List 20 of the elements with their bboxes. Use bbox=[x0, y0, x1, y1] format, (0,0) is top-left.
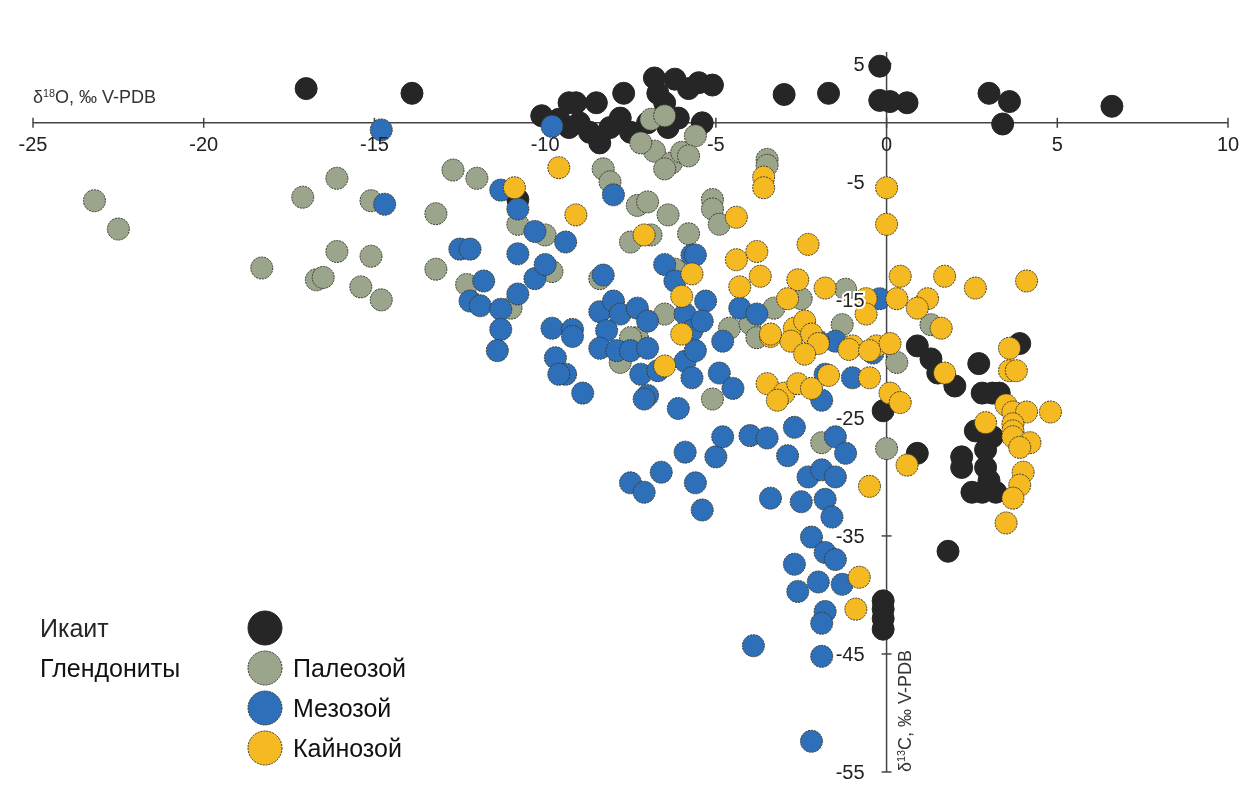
x-tick-label: -15 bbox=[359, 132, 389, 155]
y-tick-label: -55 bbox=[835, 761, 865, 783]
legend-title: Глендониты bbox=[40, 654, 181, 682]
x-tick-label: 10 bbox=[1216, 132, 1240, 155]
legend-label: Палеозой bbox=[293, 654, 407, 682]
x-axis-title: δ$^{18}$O, ‰ V-PDB bbox=[33, 86, 157, 107]
x-tick-label: -5 bbox=[706, 132, 725, 155]
x-tick-label: -20 bbox=[189, 132, 219, 155]
legend-label: Мезозой bbox=[293, 694, 392, 722]
y-tick-label: -5 bbox=[846, 170, 865, 193]
y-tick-label: -45 bbox=[835, 642, 865, 665]
text: Икаит bbox=[40, 614, 110, 642]
x-tick-label: 5 bbox=[1051, 132, 1063, 155]
x-tick-label: -25 bbox=[18, 132, 48, 155]
legend-label: Кайнозой bbox=[293, 734, 402, 762]
y-tick-label: -35 bbox=[835, 524, 865, 547]
y-tick-label: 5 bbox=[853, 52, 865, 75]
x-tick-label: -10 bbox=[530, 132, 560, 155]
y-tick-label: -15 bbox=[835, 288, 865, 311]
y-tick-label: -25 bbox=[835, 406, 865, 429]
